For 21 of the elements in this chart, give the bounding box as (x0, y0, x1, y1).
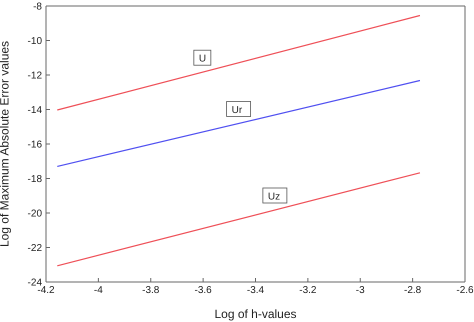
x-tick-label: -3.4 (246, 285, 265, 296)
y-tick-label: -10 (28, 36, 42, 48)
x-axis-title: Log of h-values (214, 307, 297, 321)
y-tick-label: -16 (28, 140, 42, 151)
series-label: Uz (268, 192, 280, 202)
x-tick-label: -2.6 (456, 285, 474, 296)
y-axis-title: Log of Maximum Absolute Error values (0, 40, 12, 248)
y-tick-label: -22 (28, 243, 42, 254)
series-label: U (198, 54, 206, 65)
y-tick-label: -20 (28, 208, 42, 220)
y-tick-label: -12 (28, 70, 42, 82)
y-tick-label: -8 (33, 2, 42, 13)
x-tick-label: -2.8 (404, 285, 422, 296)
x-tick-label: -4 (94, 285, 104, 296)
y-tick-label: -14 (28, 105, 42, 116)
x-tick-label: -3.2 (299, 285, 317, 296)
y-tick-label: -18 (28, 174, 42, 186)
x-tick-label: -3.8 (142, 285, 160, 296)
series-label: Ur (232, 104, 243, 116)
x-tick-label: -3.6 (194, 285, 212, 296)
x-tick-label: -3 (356, 285, 366, 296)
